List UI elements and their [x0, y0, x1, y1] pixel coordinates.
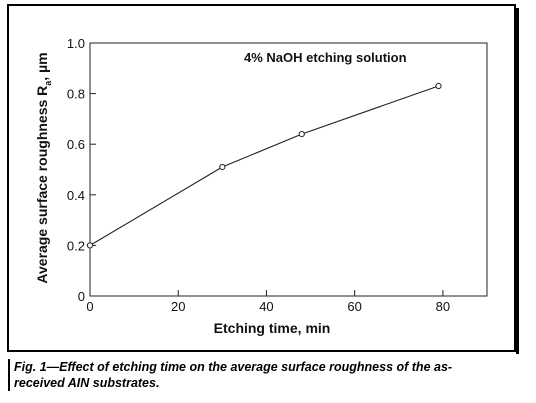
- data-point: [298, 130, 305, 138]
- y-tick-label: 0.6: [67, 137, 85, 152]
- y-axis: 0 0.2 0.4 0.6 0.8 1.0: [67, 36, 96, 304]
- data-points: [86, 82, 442, 249]
- x-tick-label: 40: [259, 299, 273, 314]
- x-tick-label: 80: [436, 299, 450, 314]
- caption-line-2: received AIN substrates.: [14, 376, 160, 390]
- x-axis-title: Etching time, min: [214, 320, 331, 336]
- y-axis-title-main: Average surface roughness R: [34, 86, 50, 284]
- data-point: [219, 163, 226, 171]
- x-tick-label: 0: [86, 299, 93, 314]
- y-axis-title-unit: , µm: [34, 52, 50, 80]
- x-tick-label: 20: [171, 299, 185, 314]
- y-tick-label: 0: [78, 289, 85, 304]
- caption-line-1: Fig. 1—Effect of etching time on the ave…: [14, 360, 453, 374]
- figure-frame: [7, 4, 519, 354]
- y-tick-label: 0.2: [67, 238, 85, 253]
- data-point: [86, 242, 94, 249]
- line-chart: 0 0.2 0.4 0.6 0.8 1.0 0 20 40 60 80 4% NaOH etchi…: [34, 36, 488, 336]
- x-tick-label: 60: [347, 299, 361, 314]
- series-line: [89, 85, 439, 246]
- y-axis-title: Average surface roughness Ra, µm: [34, 52, 53, 283]
- data-point: [435, 82, 442, 90]
- y-tick-label: 0.4: [67, 188, 85, 203]
- x-axis: 0 20 40 60 80: [86, 290, 450, 314]
- figure-caption: Fig. 1—Effect of etching time on the ave…: [8, 359, 528, 391]
- y-axis-title-subscript: a: [43, 80, 53, 86]
- y-tick-label: 1.0: [67, 36, 85, 51]
- plot-area: [89, 42, 488, 297]
- y-tick-label: 0.8: [67, 87, 85, 102]
- chart-annotation: 4% NaOH etching solution: [244, 50, 407, 65]
